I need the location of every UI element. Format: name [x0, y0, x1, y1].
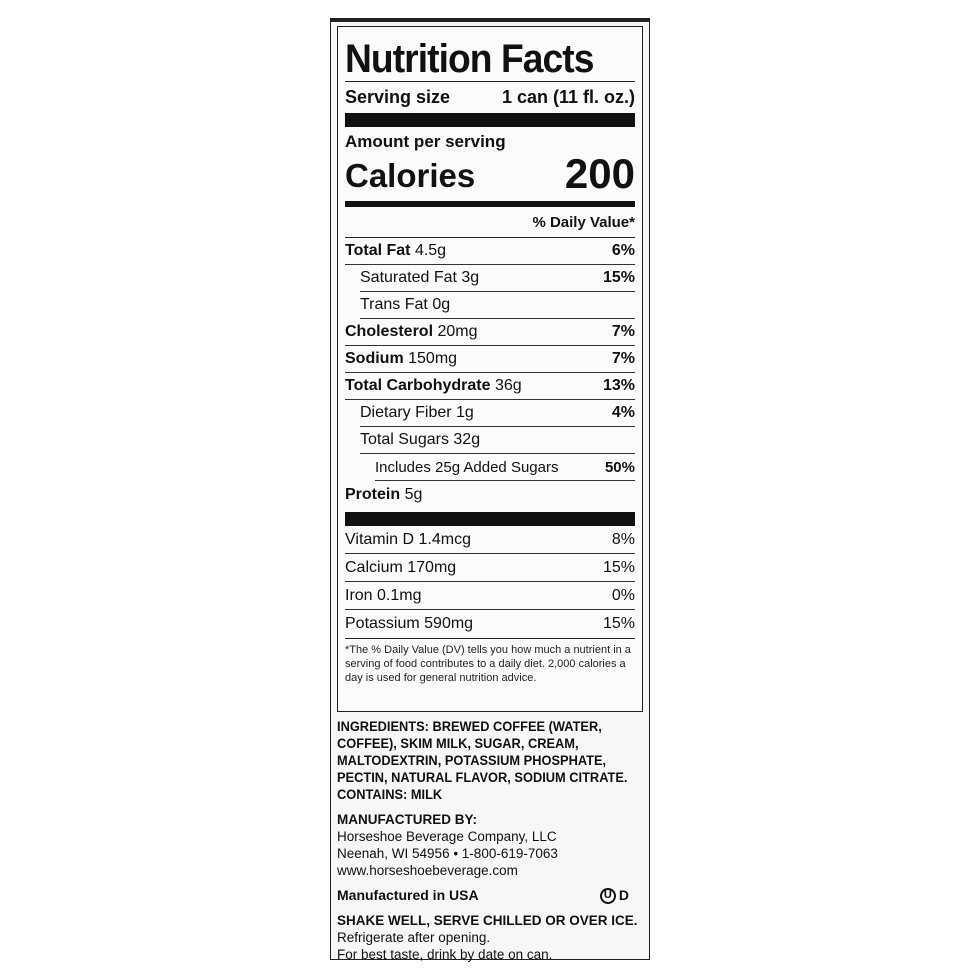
nutrition-label: Nutrition Facts Serving size 1 can (11 f…: [330, 18, 650, 963]
vitamin-row: Calcium 170mg 15%: [345, 554, 635, 582]
nutrient-name: Total Carbohydrate: [345, 377, 491, 394]
nutrient-name-amount: Cholesterol 20mg: [345, 323, 478, 341]
vitamin-amount: 1.4mcg: [418, 530, 471, 548]
nutrient-daily-value: 15%: [602, 269, 635, 286]
nutrient-name: Protein: [345, 485, 401, 503]
nutrient-name-amount: Trans Fat 0g: [360, 296, 450, 314]
vitamin-name: Calcium: [345, 558, 403, 576]
nutrition-facts-panel: Nutrition Facts Serving size 1 can (11 f…: [337, 26, 643, 712]
nutrient-amount: 36g: [494, 377, 522, 394]
vitamin-amount: 0.1mg: [377, 586, 422, 604]
manufacturer-name: Horseshoe Beverage Company, LLC: [337, 829, 557, 844]
nutrient-row: Protein 5g: [345, 481, 635, 508]
manufacturer-website: www.horseshoebeverage.com: [337, 863, 518, 878]
nutrient-amount: 20mg: [437, 323, 478, 340]
nutrient-daily-value: 50%: [604, 458, 635, 476]
amount-per-serving: Amount per serving: [345, 132, 506, 151]
vitamin-name: Vitamin D: [345, 530, 415, 548]
divider: [345, 81, 635, 82]
serving-size-label: Serving size: [345, 86, 451, 107]
nutrient-amount: 4.5g: [414, 242, 447, 259]
calories-row: Calories 200: [345, 151, 635, 195]
nutrient-daily-value: 13%: [602, 377, 635, 394]
daily-value-header: % Daily Value*: [345, 209, 635, 238]
vitamin-name-amount: Vitamin D 1.4mcg: [345, 531, 471, 549]
nutrient-name: Total Fat: [345, 242, 411, 259]
nutrient-name-amount: Sodium 150mg: [345, 350, 457, 368]
vitamin-daily-value: 15%: [602, 615, 635, 632]
instructions: SHAKE WELL, SERVE CHILLED OR OVER ICE. R…: [337, 913, 638, 962]
nutrient-name: Trans Fat: [360, 296, 428, 313]
nutrient-name-amount: Includes 25g Added Sugars: [375, 459, 558, 476]
nutrient-amount: 32g: [453, 431, 481, 448]
nutrient-row: Total Sugars 32g: [360, 427, 635, 454]
nutrient-row: Total Fat 4.5g 6%: [345, 238, 635, 265]
serving-size-value: 1 can (11 fl. oz.): [501, 86, 635, 107]
vitamin-row: Vitamin D 1.4mcg 8%: [345, 526, 635, 554]
nutrient-row: Includes 25g Added Sugars 50%: [375, 454, 635, 481]
made-in: Manufactured in USA: [337, 887, 479, 903]
thick-divider: [345, 113, 635, 127]
manufacturer-address: Neenah, WI 54956 • 1-800-619-7063: [337, 846, 558, 861]
thick-divider: [345, 512, 635, 526]
nutrient-name-amount: Total Fat 4.5g: [345, 242, 446, 260]
nutrient-amount: 0g: [432, 296, 451, 313]
nutrient-row: Saturated Fat 3g 15%: [360, 265, 635, 292]
nutrient-name-amount: Saturated Fat 3g: [360, 269, 479, 287]
nutrient-row: Sodium 150mg 7%: [345, 346, 635, 373]
vitamin-daily-value: 0%: [611, 586, 635, 604]
nutrient-name-amount: Protein 5g: [345, 486, 422, 504]
serving-size: Serving size 1 can (11 fl. oz.): [345, 82, 635, 112]
footnote: *The % Daily Value (DV) tells you how mu…: [345, 644, 631, 684]
nutrient-daily-value: 7%: [611, 350, 635, 367]
vitamin-daily-value: 8%: [611, 530, 635, 548]
vitamin-row: Potassium 590mg 15%: [345, 610, 635, 638]
nutrient-amount: 5g: [404, 485, 423, 503]
nutrient-daily-value: 6%: [611, 242, 635, 259]
vitamin-name-amount: Potassium 590mg: [345, 615, 473, 633]
vitamin-name: Iron: [345, 586, 373, 604]
nutrient-daily-value: 7%: [611, 323, 635, 340]
calories-value: 200: [564, 150, 635, 197]
vitamin-amount: 590mg: [424, 615, 474, 632]
vitamin-row: Iron 0.1mg 0%: [345, 582, 635, 610]
nutrient-name-amount: Dietary Fiber 1g: [360, 404, 474, 422]
vitamin-list: Vitamin D 1.4mcg 8% Calcium 170mg 15% Iron 0…: [345, 526, 635, 638]
vitamin-name-amount: Iron 0.1mg: [345, 587, 422, 605]
allergen-statement: CONTAINS: MILK: [337, 787, 443, 802]
nutrient-row: Dietary Fiber 1g 4%: [360, 400, 635, 427]
nutrient-name: Total Sugars: [360, 431, 449, 448]
medium-divider: [345, 201, 635, 207]
manufacturer-info: MANUFACTURED BY: Horseshoe Beverage Comp…: [337, 811, 643, 879]
divider: [345, 638, 635, 639]
calories-label: Calories: [345, 157, 476, 194]
nutrient-list: Total Fat 4.5g 6% Saturated Fat 3g 15% Trans…: [345, 238, 635, 508]
nutrient-row: Trans Fat 0g: [360, 292, 635, 319]
nutrient-row: Total Carbohydrate 36g 13%: [345, 373, 635, 400]
package-text: INGREDIENTS: BREWED COFFEE (WATER, COFFE…: [337, 718, 643, 963]
nutrient-amount: 150mg: [408, 350, 458, 367]
nutrient-name: Saturated Fat: [360, 269, 457, 286]
nutrient-row: Cholesterol 20mg 7%: [345, 319, 635, 346]
nutrient-name-amount: Total Carbohydrate 36g: [345, 377, 522, 395]
vitamin-amount: 170mg: [407, 558, 457, 576]
nutrient-name-amount: Total Sugars 32g: [360, 431, 480, 449]
nutrient-daily-value: 4%: [611, 404, 635, 421]
ingredients: INGREDIENTS: BREWED COFFEE (WATER, COFFE…: [337, 719, 628, 785]
vitamin-name-amount: Calcium 170mg: [345, 559, 456, 577]
vitamin-daily-value: 15%: [602, 558, 635, 576]
nutrition-facts-title: Nutrition Facts: [345, 37, 594, 81]
nutrient-name: Dietary Fiber: [360, 404, 452, 421]
nutrient-name: Includes 25g Added Sugars: [375, 458, 559, 476]
nutrient-name: Sodium: [345, 350, 404, 367]
manufacturer-heading: MANUFACTURED BY:: [337, 812, 477, 827]
nutrient-name: Cholesterol: [345, 323, 434, 340]
nutrient-amount: 1g: [456, 404, 474, 421]
vitamin-name: Potassium: [345, 615, 420, 632]
nutrient-amount: 3g: [461, 269, 480, 286]
